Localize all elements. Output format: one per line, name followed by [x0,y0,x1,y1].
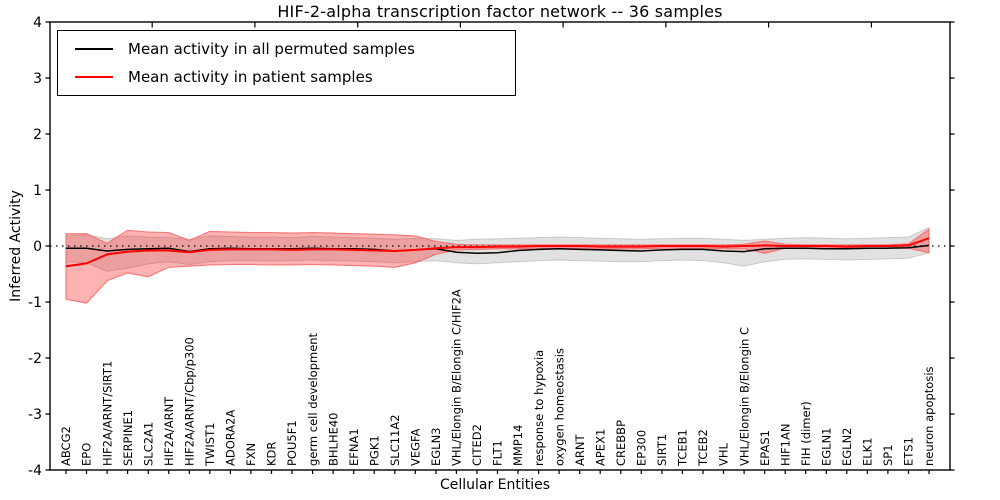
x-category-label: response to hypoxia [532,350,546,466]
x-category-label: EGLN3 [429,427,443,466]
x-category-label: SLC2A1 [141,422,155,466]
x-category-label: FIH (dimer) [799,401,813,466]
y-tick-label: 0 [33,239,42,255]
y-tick-label: -2 [28,351,42,367]
chart-title: HIF-2-alpha transcription factor network… [277,2,723,21]
permuted-mean-line [66,244,930,255]
x-category-label: ETS1 [902,437,916,466]
x-category-label: EPO [80,443,94,466]
x-category-label: ABCG2 [59,426,73,466]
y-tick-label: 1 [33,183,42,199]
x-category-label: ARNT [573,434,587,466]
x-category-label: APEX1 [593,429,607,466]
x-category-label: MMP14 [511,425,525,466]
y-tick-label: 2 [33,127,42,143]
y-tick-label: -4 [28,463,42,479]
x-category-label: germ cell development [306,332,320,466]
x-category-label: EGLN2 [840,427,854,466]
y-tick-label: -3 [28,407,42,423]
x-category-label: EFNA1 [347,428,361,466]
x-category-label: HIF2A/ARNT/Cbp/p300 [183,337,197,466]
x-category-label: TCEB1 [676,429,690,467]
x-category-label: VHL/Elongin B/Elongin C [737,327,751,466]
x-category-label: FLT1 [491,440,505,466]
patient-mean-line [65,237,930,268]
x-category-label: EP300 [635,430,649,466]
x-category-label: KDR [265,442,279,466]
x-category-label: ADORA2A [224,410,238,466]
x-category-label: TWIST1 [203,423,217,467]
x-category-label: VHL [717,442,731,466]
legend: Mean activity in all permuted samples Me… [57,30,516,96]
y-tick-label: -1 [28,295,42,311]
patient-line-sample [75,75,113,78]
y-tick-label: 4 [33,15,42,31]
x-category-label: BHLHE40 [326,413,340,467]
x-category-label: neuron apoptosis [922,366,936,466]
legend-entry-patient: Mean activity in patient samples [75,68,515,86]
x-category-label: CITED2 [470,424,484,466]
x-category-label: POU5F1 [285,420,299,466]
x-category-label: CREBBP [614,420,628,466]
x-category-label: ELK1 [861,437,875,466]
legend-label-patient: Mean activity in patient samples [128,67,373,86]
x-category-label: VEGFA [409,428,423,466]
x-category-label: SP1 [881,444,895,466]
legend-entry-permuted: Mean activity in all permuted samples [75,40,515,58]
y-axis-label: Inferred Activity [8,190,24,302]
permuted-line-sample [75,48,113,51]
x-category-label: EGLN1 [820,427,834,466]
x-category-label: TCEB2 [696,429,710,467]
x-axis-label: Cellular Entities [439,477,551,493]
x-category-label: SERPINE1 [121,410,135,466]
x-category-label: HIF2A/ARNT [162,396,176,466]
legend-label-permuted: Mean activity in all permuted samples [128,40,415,59]
x-category-label: EPAS1 [758,430,772,466]
x-category-label: FXN [244,443,258,466]
y-tick-label: 3 [33,71,42,87]
x-category-label: SLC11A2 [388,414,402,466]
x-category-label: HIF1AN [778,424,792,466]
x-category-label: VHL/Elongin B/Elongin C/HIF2A [450,289,464,466]
x-category-label: SIRT1 [655,434,669,466]
patient-confidence-band [65,228,930,304]
x-category-label: HIF2A/ARNT/SIRT1 [100,361,114,466]
x-category-label: oxygen homeostasis [552,348,566,466]
x-category-label: PGK1 [367,435,381,466]
